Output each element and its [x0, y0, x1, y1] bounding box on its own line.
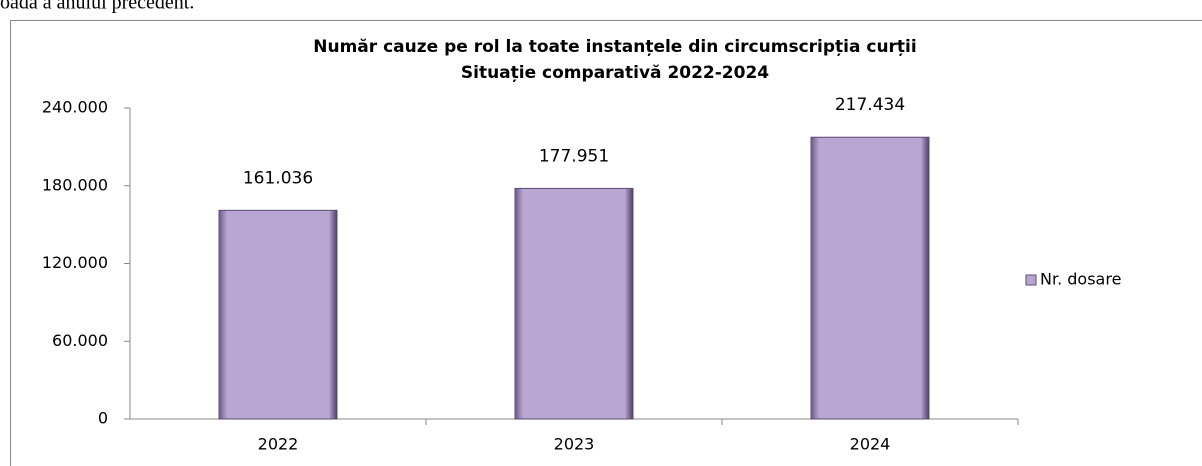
- y-tick-label: 60.000: [52, 331, 108, 350]
- bar: [514, 187, 634, 420]
- legend-label: Nr. dosare: [1040, 270, 1121, 289]
- page-text: oada a anului precedent.: [0, 0, 194, 14]
- x-tick-label: 2022: [258, 435, 299, 454]
- y-tick-label: 180.000: [42, 175, 108, 194]
- bar: [218, 209, 338, 420]
- data-label: 161.036: [243, 168, 313, 188]
- bar: [810, 136, 930, 420]
- chart-frame: [10, 20, 1202, 466]
- data-label: 177.951: [539, 146, 609, 166]
- y-tick-label: 120.000: [42, 253, 108, 272]
- data-label: 217.434: [835, 95, 905, 115]
- chart-subtitle: Situație comparativă 2022-2024: [461, 63, 769, 83]
- y-tick-label: 240.000: [42, 98, 108, 117]
- chart-title: Număr cauze pe rol la toate instanțele d…: [313, 37, 916, 57]
- legend-swatch: [1025, 274, 1037, 286]
- x-tick-label: 2023: [554, 435, 595, 454]
- y-tick-label: 0: [98, 409, 108, 428]
- x-tick-label: 2024: [850, 435, 891, 454]
